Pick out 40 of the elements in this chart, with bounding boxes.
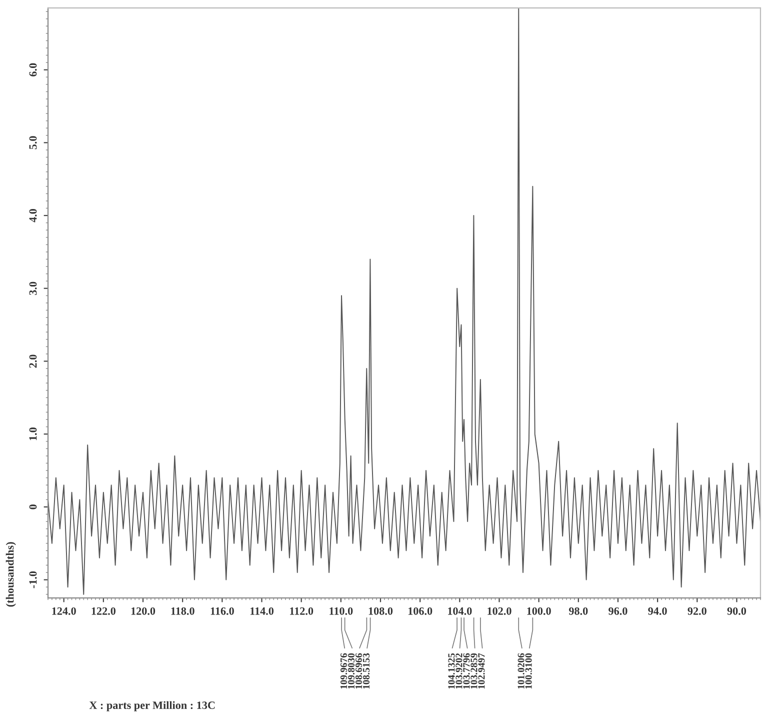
annotation: 102.9497 (478, 653, 485, 689)
x-tick-label: 112.0 (290, 607, 314, 615)
y-tick-label: 0 (29, 504, 37, 510)
x-tick-label: 94.0 (648, 607, 667, 615)
x-tick-label: 108.0 (368, 607, 393, 615)
annotation: 108.6966 (355, 653, 362, 689)
y-tick-label: 4.0 (29, 208, 37, 222)
annotation: 100.3100 (525, 653, 532, 689)
annotation: 101.0206 (518, 653, 524, 689)
annotation: 103.9202 (456, 653, 462, 689)
annotation: 109.9676 (340, 653, 348, 689)
annotation: 103.7796 (463, 653, 470, 689)
x-tick-label: 110.0 (330, 607, 353, 615)
x-tick-label: 102.0 (488, 607, 512, 615)
x-tick-label: 98.0 (568, 607, 588, 615)
x-tick-label: 96.0 (608, 607, 628, 615)
x-tick-label: 104.0 (448, 607, 472, 615)
y-tick-label: 6.0 (29, 63, 37, 76)
annotation: 108.5153 (362, 653, 370, 689)
x-tick-label: 118.0 (171, 607, 194, 615)
annotation: 103.2859 (470, 653, 478, 689)
x-tick-label: 90.0 (727, 607, 746, 615)
annotation: 109.8030 (348, 653, 355, 689)
y-tick-label: 5.0 (29, 136, 37, 150)
x-tick-label: 92.0 (688, 607, 706, 615)
x-tick-label: 124.0 (52, 607, 76, 615)
x-tick-label: 122.0 (92, 607, 116, 615)
line-series (48, 8, 760, 595)
x-tick-label: 114.0 (250, 607, 274, 615)
y-tick-label: -1.0 (29, 571, 37, 588)
text: X : parts per Million : 13C (89, 701, 215, 712)
x-tick-label: 120.0 (131, 607, 156, 615)
x-tick-label: 106.0 (408, 607, 432, 615)
y-axis-title: (thousandths) (6, 542, 16, 607)
y-tick-label: 3.0 (29, 282, 37, 295)
annotation: 104.1325 (448, 653, 455, 689)
y-tick-label: 2.0 (29, 354, 37, 368)
x-tick-label: 100.0 (527, 607, 551, 615)
y-tick-label: 1.0 (29, 428, 37, 440)
x-tick-label: 116.0 (210, 607, 234, 615)
